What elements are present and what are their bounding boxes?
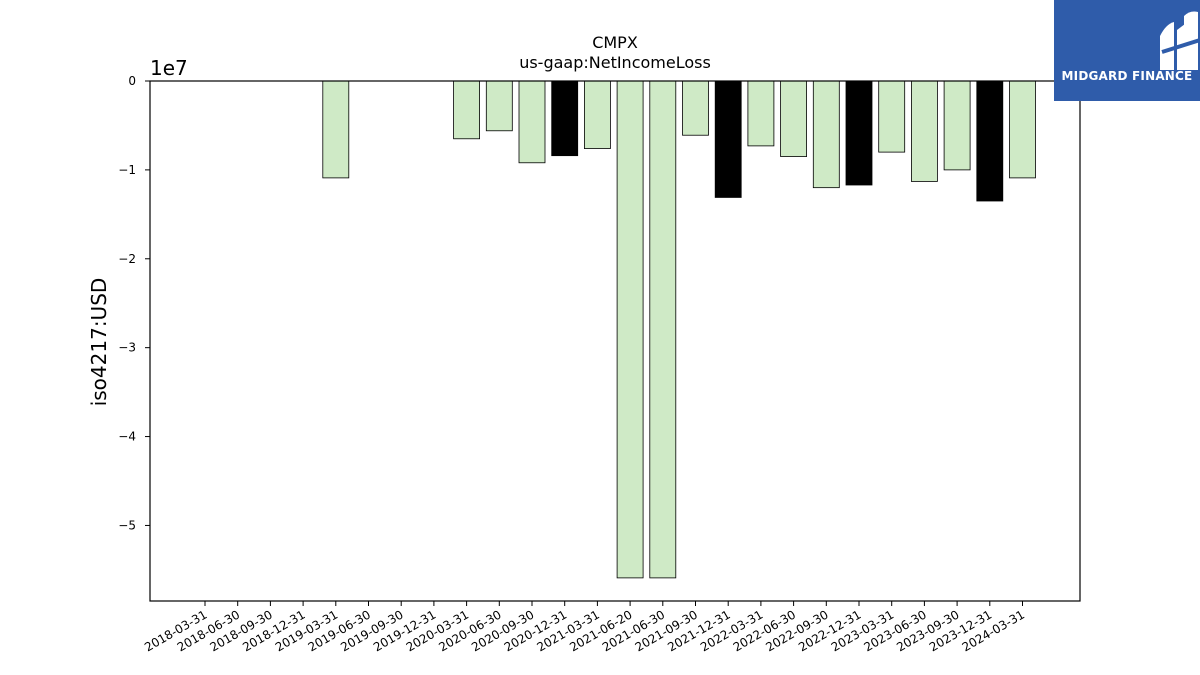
- x-axis-ticks: 2018-03-312018-06-302018-09-302018-12-31…: [142, 601, 1027, 654]
- bar-2024-03-31: [1009, 80, 1036, 179]
- bar-2022-03-31: [747, 80, 775, 147]
- midgard-finance-logo: MIDGARD FINANCE: [1054, 0, 1200, 101]
- bar-2022-06-30: [780, 80, 807, 157]
- bar-2019-03-31: [322, 80, 350, 179]
- bar-2023-09-30: [943, 80, 971, 171]
- bar-2021-06-30: [649, 80, 677, 579]
- y-tick-label: −1: [118, 163, 136, 177]
- y-tick-label: −3: [118, 341, 136, 355]
- y-axis-ticks: 0 −1 −2 −3 −4 −5: [118, 74, 150, 532]
- bar-2022-09-30: [812, 80, 840, 189]
- bar-2021-09-30: [682, 80, 709, 136]
- logo-mark-icon: [1160, 11, 1200, 70]
- y-tick-label: −5: [118, 518, 136, 532]
- bar-2023-06-30: [911, 80, 938, 182]
- bar-2023-12-31: [976, 80, 1004, 202]
- y-axis-label: iso4217:USD: [87, 278, 111, 407]
- bar-2022-12-31: [845, 80, 873, 186]
- bar-2020-03-31: [453, 80, 481, 140]
- bar-2023-03-31: [878, 80, 906, 153]
- bar-2020-06-30: [485, 80, 513, 132]
- bar-2021-12-31: [714, 80, 742, 198]
- y-tick-label: −2: [118, 252, 136, 266]
- bar-2021-06-20: [616, 80, 644, 579]
- logo-text: MIDGARD FINANCE: [1061, 69, 1193, 83]
- chart-title: CMPX: [592, 33, 638, 52]
- y-tick-label: −4: [118, 430, 136, 444]
- bar-2021-03-31: [584, 80, 611, 149]
- bars-group: [150, 80, 1040, 579]
- bar-2020-12-31: [551, 80, 579, 157]
- bar-2020-09-30: [518, 80, 546, 164]
- chart-subtitle: us-gaap:NetIncomeLoss: [519, 53, 711, 72]
- y-axis-multiplier: 1e7: [150, 56, 188, 80]
- plot-frame: [149, 80, 1081, 602]
- y-tick-label: 0: [128, 74, 136, 88]
